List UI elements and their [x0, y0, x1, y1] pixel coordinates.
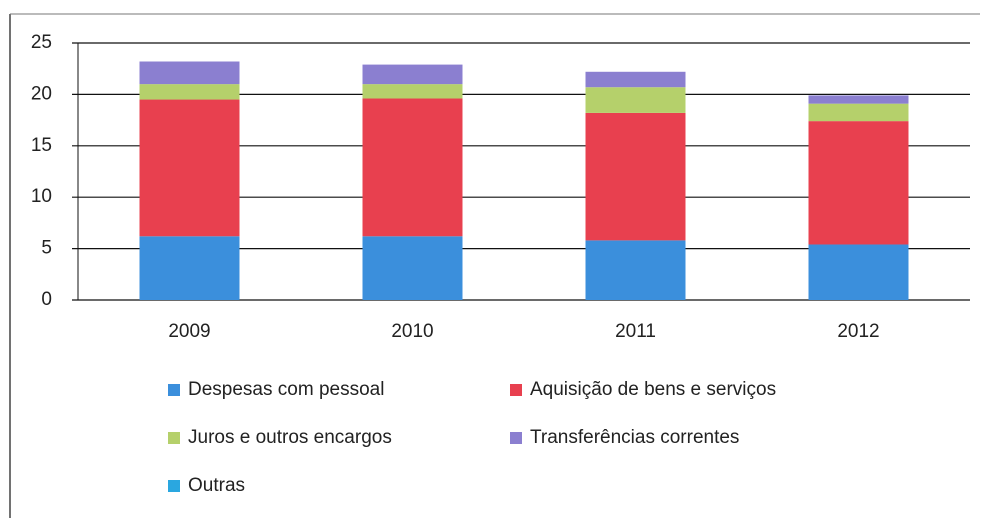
legend-label: Juros e outros encargos: [188, 427, 392, 448]
legend-label: Outras: [188, 475, 245, 496]
bar-segment: [362, 84, 463, 99]
legend-swatch: [510, 384, 522, 396]
bar-segment: [808, 95, 909, 104]
y-tick-label: 10: [31, 186, 52, 207]
x-tick-label: 2011: [615, 321, 656, 342]
y-tick-label: 25: [31, 32, 52, 53]
bar-segment: [808, 121, 909, 245]
bar-segment: [139, 84, 240, 100]
bar-segment: [139, 61, 240, 85]
legend-swatch: [168, 384, 180, 396]
bar-segment: [585, 112, 686, 241]
bar-segment: [585, 87, 686, 113]
bar-segment: [585, 240, 686, 300]
bar-segment: [362, 98, 463, 237]
bar-segment: [808, 244, 909, 300]
legend-swatch: [168, 480, 180, 492]
x-tick-label: 2012: [837, 321, 879, 342]
bar-segment: [139, 99, 240, 237]
y-tick-label: 5: [41, 238, 52, 259]
y-tick-label: 0: [41, 289, 52, 310]
y-tick-label: 15: [31, 135, 52, 156]
x-tick-label: 2009: [168, 321, 210, 342]
bar-segment: [808, 103, 909, 122]
bar-segment: [585, 71, 686, 88]
y-tick-label: 20: [31, 83, 52, 104]
legend-swatch: [168, 432, 180, 444]
x-tick-label: 2010: [391, 321, 433, 342]
legend-label: Aquisição de bens e serviços: [530, 379, 776, 400]
legend-label: Transferências correntes: [530, 427, 739, 448]
bar-segment: [362, 64, 463, 85]
bar-segment: [139, 236, 240, 300]
legend-label: Despesas com pessoal: [188, 379, 384, 400]
bar-segment: [362, 236, 463, 300]
legend-swatch: [510, 432, 522, 444]
